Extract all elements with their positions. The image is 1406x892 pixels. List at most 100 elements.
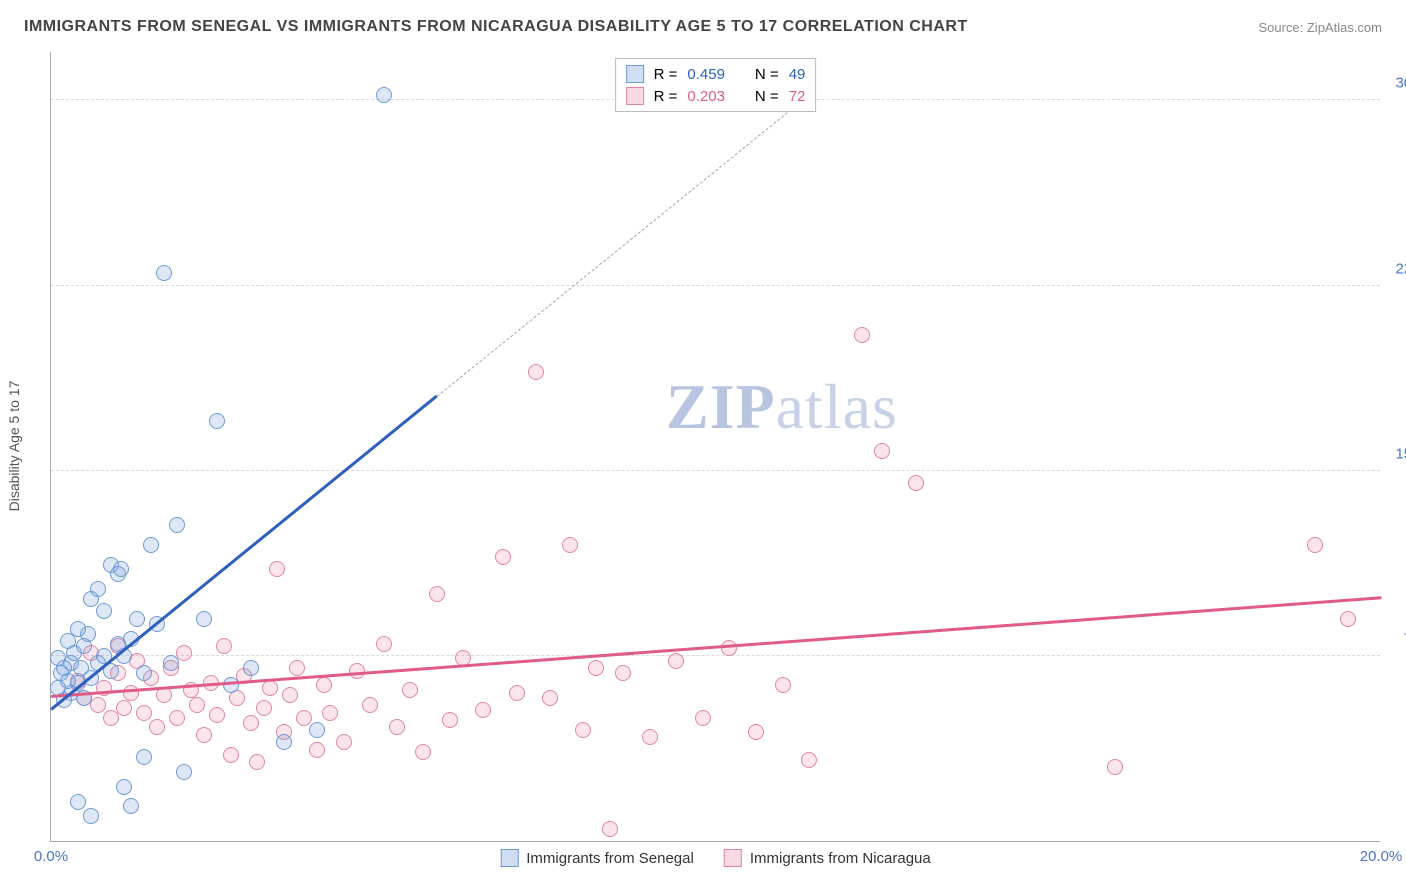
point-nicaragua [249,754,265,770]
point-nicaragua [1307,537,1323,553]
correlation-stats-box: R = 0.459 N = 49 R = 0.203 N = 72 [615,58,817,112]
legend-item-nicaragua: Immigrants from Nicaragua [724,849,931,867]
x-tick-label: 20.0% [1360,848,1403,865]
point-senegal [156,265,172,281]
point-nicaragua [316,677,332,693]
point-senegal [70,794,86,810]
point-nicaragua [136,705,152,721]
gridline [51,655,1380,656]
watermark: ZIPatlas [666,370,898,444]
point-nicaragua [322,705,338,721]
chart-title: IMMIGRANTS FROM SENEGAL VS IMMIGRANTS FR… [24,18,968,36]
point-nicaragua [542,690,558,706]
point-nicaragua [389,719,405,735]
point-nicaragua [209,707,225,723]
point-nicaragua [243,715,259,731]
point-senegal [309,722,325,738]
point-nicaragua [695,710,711,726]
point-nicaragua [475,702,491,718]
point-nicaragua [775,677,791,693]
point-senegal [116,779,132,795]
trendline-nicaragua [51,597,1381,698]
trendline-senegal-extrapolated [436,99,802,396]
point-nicaragua [156,687,172,703]
swatch-senegal-icon [626,65,644,83]
point-nicaragua [509,685,525,701]
point-nicaragua [362,697,378,713]
point-senegal [196,611,212,627]
point-nicaragua [495,549,511,565]
stats-row-senegal: R = 0.459 N = 49 [626,63,806,85]
y-tick-label: 30.0% [1388,75,1406,92]
swatch-nicaragua-icon [626,87,644,105]
swatch-nicaragua-icon [724,849,742,867]
n-value-nicaragua: 72 [789,88,806,105]
point-nicaragua [415,744,431,760]
n-value-senegal: 49 [789,66,806,83]
point-senegal [136,665,152,681]
point-nicaragua [123,685,139,701]
point-nicaragua [402,682,418,698]
point-nicaragua [721,640,737,656]
point-nicaragua [116,700,132,716]
point-senegal [143,537,159,553]
point-nicaragua [615,665,631,681]
point-nicaragua [189,697,205,713]
point-nicaragua [149,719,165,735]
point-senegal [276,734,292,750]
point-nicaragua [309,742,325,758]
y-tick-label: 22.5% [1388,260,1406,277]
point-senegal [243,660,259,676]
point-nicaragua [336,734,352,750]
point-nicaragua [602,821,618,837]
x-tick-label: 0.0% [34,848,68,865]
y-axis-label: Disability Age 5 to 17 [6,381,22,512]
point-nicaragua [528,364,544,380]
stats-row-nicaragua: R = 0.203 N = 72 [626,85,806,107]
scatter-plot: ZIPatlas R = 0.459 N = 49 R = 0.203 N = … [50,52,1380,842]
point-nicaragua [1340,611,1356,627]
gridline [51,285,1380,286]
legend-item-senegal: Immigrants from Senegal [500,849,694,867]
point-senegal [209,413,225,429]
point-nicaragua [588,660,604,676]
point-senegal [129,611,145,627]
point-nicaragua [349,663,365,679]
point-nicaragua [575,722,591,738]
point-senegal [163,655,179,671]
r-value-nicaragua: 0.203 [687,88,725,105]
point-nicaragua [256,700,272,716]
point-nicaragua [169,710,185,726]
y-tick-label: 15.0% [1388,445,1406,462]
point-senegal [90,581,106,597]
source-attribution: Source: ZipAtlas.com [1258,20,1382,35]
point-nicaragua [562,537,578,553]
point-senegal [80,626,96,642]
point-senegal [83,808,99,824]
point-nicaragua [442,712,458,728]
legend: Immigrants from Senegal Immigrants from … [500,849,930,867]
point-nicaragua [801,752,817,768]
point-senegal [376,87,392,103]
r-value-senegal: 0.459 [687,66,725,83]
point-nicaragua [176,645,192,661]
point-nicaragua [642,729,658,745]
gridline [51,470,1380,471]
point-nicaragua [748,724,764,740]
point-nicaragua [668,653,684,669]
point-nicaragua [908,475,924,491]
point-nicaragua [296,710,312,726]
point-senegal [176,764,192,780]
point-senegal [169,517,185,533]
swatch-senegal-icon [500,849,518,867]
point-nicaragua [282,687,298,703]
point-nicaragua [376,636,392,652]
point-nicaragua [874,443,890,459]
point-senegal [123,798,139,814]
point-nicaragua [223,747,239,763]
point-senegal [96,603,112,619]
y-tick-label: 7.5% [1388,630,1406,647]
point-nicaragua [216,638,232,654]
point-nicaragua [854,327,870,343]
point-senegal [136,749,152,765]
